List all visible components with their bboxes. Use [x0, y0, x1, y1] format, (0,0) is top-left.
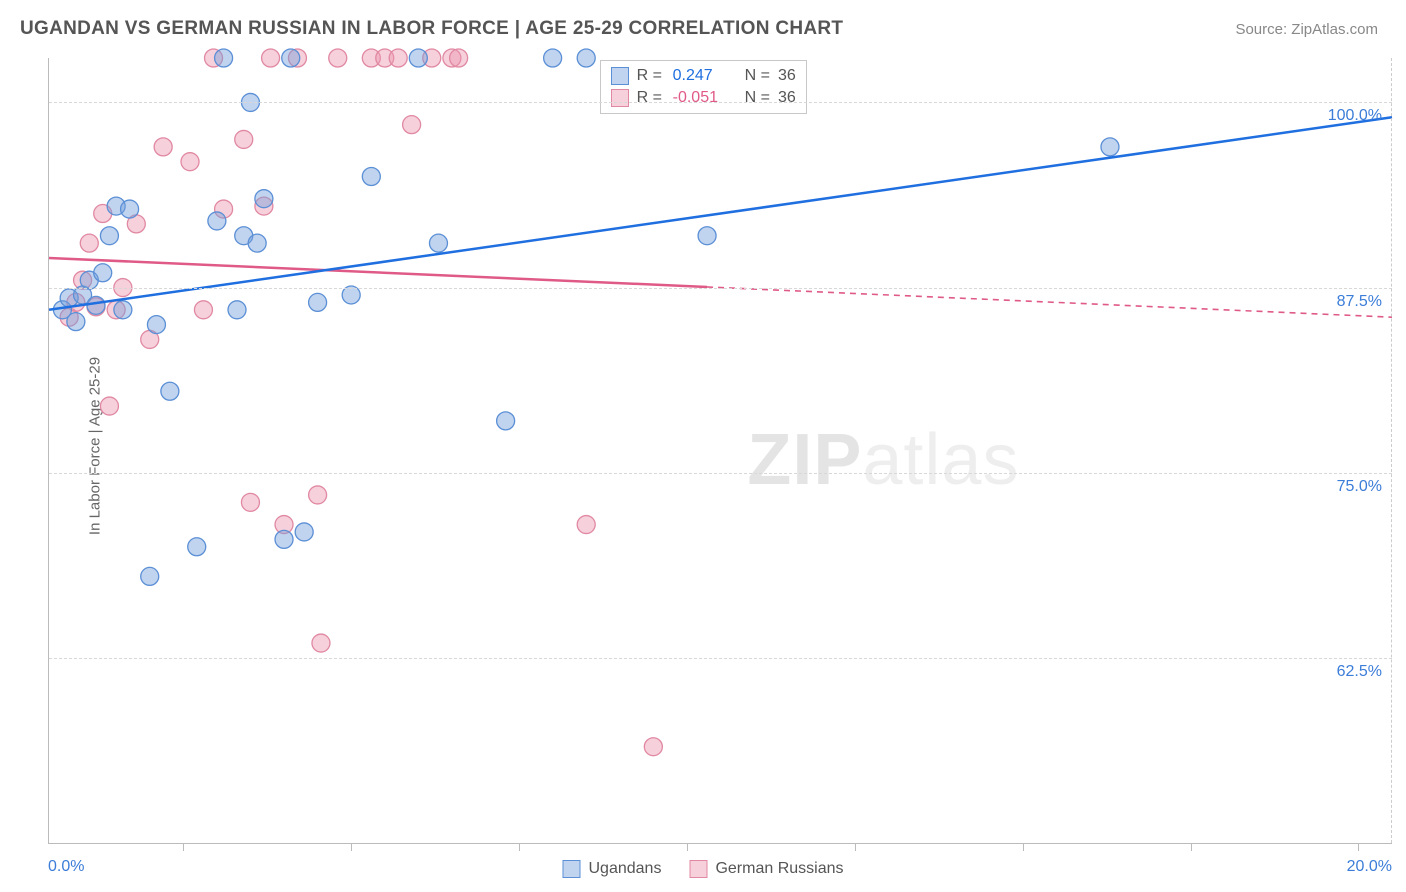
data-point: [248, 234, 266, 252]
data-point: [429, 234, 447, 252]
data-point: [141, 567, 159, 585]
n-label: N =: [745, 67, 770, 85]
data-point: [215, 49, 233, 67]
data-point: [235, 130, 253, 148]
grid-line: [49, 102, 1392, 103]
grid-line: [49, 288, 1392, 289]
y-tick-label: 87.5%: [1337, 293, 1382, 311]
data-point: [389, 49, 407, 67]
x-tick: [183, 843, 184, 851]
data-point: [403, 116, 421, 134]
grid-line: [49, 658, 1392, 659]
data-point: [161, 382, 179, 400]
x-tick: [687, 843, 688, 851]
data-point: [312, 634, 330, 652]
legend-item-ugandans: Ugandans: [563, 860, 662, 878]
r-label: R =: [637, 67, 665, 85]
chart-area: R = 0.247 N = 36 R = -0.051 N = 36 ZIPat…: [48, 58, 1392, 844]
swatch-ugandans-icon: [611, 67, 629, 85]
data-point: [255, 190, 273, 208]
x-tick: [519, 843, 520, 851]
data-point: [698, 227, 716, 245]
x-tick: [1358, 843, 1359, 851]
legend-item-german-russians: German Russians: [689, 860, 843, 878]
chart-title: UGANDAN VS GERMAN RUSSIAN IN LABOR FORCE…: [20, 18, 843, 40]
data-point: [409, 49, 427, 67]
swatch-ugandans-icon: [563, 860, 581, 878]
n-value-ugandans: 36: [778, 67, 796, 85]
data-point: [544, 49, 562, 67]
data-point: [577, 49, 595, 67]
x-tick: [855, 843, 856, 851]
x-tick: [1023, 843, 1024, 851]
data-point: [295, 523, 313, 541]
grid-line: [49, 473, 1392, 474]
source-label: Source: ZipAtlas.com: [1235, 21, 1378, 38]
data-point: [100, 397, 118, 415]
data-point: [450, 49, 468, 67]
data-point: [577, 516, 595, 534]
data-point: [241, 493, 259, 511]
x-min-label: 0.0%: [48, 858, 84, 876]
legend-row-german-russians: R = -0.051 N = 36: [611, 87, 796, 109]
data-point: [644, 738, 662, 756]
x-tick: [1191, 843, 1192, 851]
data-point: [188, 538, 206, 556]
data-point: [87, 296, 105, 314]
data-point: [497, 412, 515, 430]
swatch-german-russians-icon: [689, 860, 707, 878]
data-point: [1101, 138, 1119, 156]
x-tick: [351, 843, 352, 851]
data-point: [208, 212, 226, 230]
legend-label-ugandans: Ugandans: [589, 860, 662, 878]
data-point: [80, 234, 98, 252]
data-point: [154, 138, 172, 156]
swatch-german-russians-icon: [611, 89, 629, 107]
data-point: [147, 316, 165, 334]
data-point: [94, 264, 112, 282]
y-tick-label: 75.0%: [1337, 478, 1382, 496]
r-label: R =: [637, 89, 665, 107]
data-point: [181, 153, 199, 171]
data-point: [121, 200, 139, 218]
data-point: [67, 313, 85, 331]
y-tick-label: 100.0%: [1328, 107, 1382, 125]
scatter-plot-svg: [49, 58, 1392, 843]
data-point: [194, 301, 212, 319]
y-tick-label: 62.5%: [1337, 663, 1382, 681]
legend-row-ugandans: R = 0.247 N = 36: [611, 65, 796, 87]
correlation-legend: R = 0.247 N = 36 R = -0.051 N = 36: [600, 60, 807, 114]
data-point: [228, 301, 246, 319]
data-point: [282, 49, 300, 67]
data-point: [275, 530, 293, 548]
data-point: [114, 301, 132, 319]
data-point: [262, 49, 280, 67]
r-value-german-russians: -0.051: [673, 89, 729, 107]
data-point: [309, 486, 327, 504]
data-point: [329, 49, 347, 67]
r-value-ugandans: 0.247: [673, 67, 729, 85]
data-point: [100, 227, 118, 245]
data-point: [309, 293, 327, 311]
n-label: N =: [745, 89, 770, 107]
data-point: [362, 167, 380, 185]
data-point: [342, 286, 360, 304]
n-value-german-russians: 36: [778, 89, 796, 107]
x-max-label: 20.0%: [1347, 858, 1392, 876]
series-legend: Ugandans German Russians: [563, 860, 844, 878]
trend-line-extrapolated: [707, 287, 1392, 317]
legend-label-german-russians: German Russians: [715, 860, 843, 878]
